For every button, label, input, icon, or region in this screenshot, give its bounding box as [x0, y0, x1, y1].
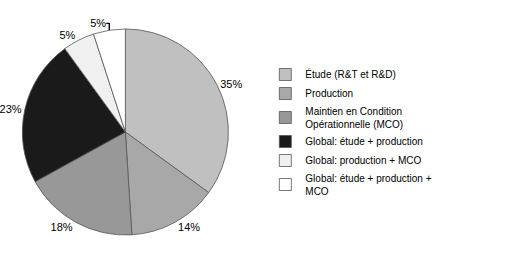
svg-text:Global: étude + production +MC: Global: étude + production +MCO: [305, 173, 431, 197]
svg-text:Maintien en ConditionOpération: Maintien en ConditionOpérationnelle (MCO…: [305, 106, 403, 130]
svg-text:23%: 23%: [0, 103, 22, 115]
svg-text:35%: 35%: [220, 78, 242, 90]
svg-text:Production: Production: [305, 88, 353, 99]
svg-text:5%: 5%: [90, 17, 106, 29]
svg-text:18%: 18%: [51, 221, 73, 233]
svg-text:5%: 5%: [59, 29, 75, 41]
svg-text:Global: étude + production: Global: étude + production: [305, 136, 423, 147]
svg-text:Étude (R&T et R&D): Étude (R&T et R&D): [305, 68, 395, 80]
svg-text:Global: production + MCO: Global: production + MCO: [305, 155, 421, 166]
svg-text:14%: 14%: [178, 221, 200, 233]
